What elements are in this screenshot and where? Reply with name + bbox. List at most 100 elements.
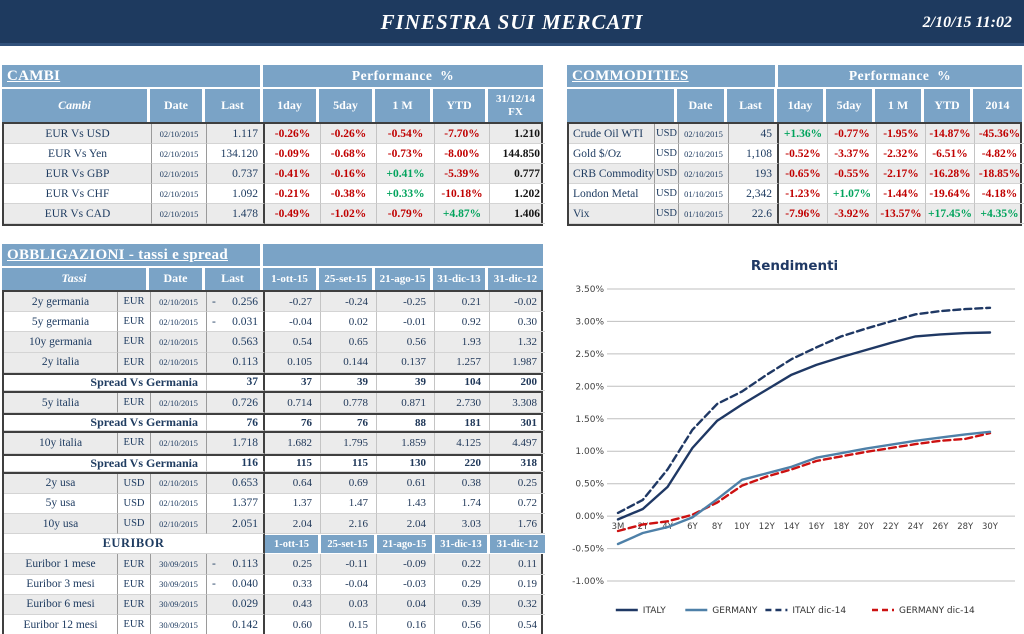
euribor-subheader-row: EURIBOR 1-ott-15 25-set-15 21-ago-15 31-dic-… (4, 534, 545, 555)
cambi-header-0: Cambi (2, 89, 150, 122)
spread-label: Spread Vs Germania (4, 374, 207, 391)
svg-text:30Y: 30Y (982, 522, 999, 532)
history-value: 0.04 (377, 594, 435, 615)
spread-history-value: 115 (321, 455, 377, 472)
rate-row: Euribor 1 mese EUR 30/09/2015-0.113 0.25 -0.… (4, 554, 545, 575)
performance-value: -0.65% (779, 164, 828, 184)
rate-row: 2y italia EUR 02/10/2015 0.113 0.105 0.144 0.1… (4, 352, 545, 373)
rate-name: 2y usa (4, 473, 118, 494)
performance-value: -14.87% (926, 124, 975, 144)
svg-text:12Y: 12Y (759, 522, 776, 532)
currency: EUR (118, 392, 151, 414)
spread-history-value: 39 (321, 374, 377, 391)
last-value: 1.117 (207, 124, 265, 144)
last-value: 2,342 (729, 184, 779, 204)
performance-value: +0.41% (377, 164, 435, 184)
svg-text:16Y: 16Y (808, 522, 825, 532)
chart-title: Rendimenti (750, 258, 839, 274)
spread-history-value: 318 (490, 456, 545, 472)
history-value: 1.682 (265, 433, 321, 454)
quote-date: 02/10/2015 (679, 124, 729, 144)
performance-value: -0.16% (321, 164, 377, 184)
history-value: -0.27 (265, 292, 321, 313)
rate-row: Euribor 12 mesi EUR 30/09/2015 0.142 0.60 0.1… (4, 615, 541, 634)
rate-row: Euribor 6 mesi EUR 30/09/2015 0.029 0.43 0.03… (4, 594, 545, 615)
performance-value: -10.18% (435, 184, 490, 204)
rate-name: 2y germania (4, 292, 118, 313)
history-value: 0.56 (435, 615, 490, 634)
spread-label: Spread Vs Germania (4, 455, 207, 472)
obbligazioni-header-5: 21-ago-15 (375, 268, 433, 290)
commodities-header-7: 2014 (985, 97, 1010, 112)
currency: USD (655, 164, 679, 184)
spread-row: Spread Vs Germania 76 76 76 88 181 301 (4, 413, 545, 434)
last-value: 0.563 (207, 332, 265, 353)
commodities-rows: Crude Oil WTI USD 02/10/2015 45 +1.36% -0.77%… (567, 122, 1024, 226)
quote-date: 02/10/2015 (151, 473, 207, 494)
svg-text:6Y: 6Y (687, 522, 698, 532)
cambi-title-row: CAMBI Performance % (2, 65, 543, 87)
quote-date: 02/10/2015 (151, 312, 207, 333)
history-value: -0.24 (321, 292, 377, 313)
euribor-header-2: 21-ago-15 (377, 534, 435, 555)
history-value: 0.38 (435, 473, 490, 494)
performance-value: -2.32% (877, 144, 926, 164)
fx-31-12-14-value: 144.850 (490, 144, 545, 164)
commodities-row: Vix USD 01/10/2015 22.6 -7.96% -3.92% -13.57% +… (569, 204, 1024, 224)
history-value: 0.64 (265, 473, 321, 494)
commodities-row: London Metal USD 01/10/2015 2,342 -1.23% +1.0… (569, 184, 1024, 204)
last-value: 45 (729, 124, 779, 144)
euribor-header-4: 31-dic-12 (490, 534, 545, 555)
currency: EUR (118, 352, 151, 373)
quote-date: 02/10/2015 (152, 184, 207, 204)
history-value: -0.04 (321, 574, 377, 595)
obbligazioni-header-3: 1-ott-15 (263, 268, 319, 290)
cambi-row: EUR Vs GBP 02/10/2015 0.737 -0.41% -0.16% +0.… (4, 164, 545, 184)
spread-label: Spread Vs Germania (4, 415, 207, 432)
history-value: 0.29 (435, 574, 490, 595)
cambi-table: CAMBI Performance % Cambi Date Last 1day 5da… (2, 65, 545, 226)
cambi-column-headers: Cambi Date Last 1day 5day 1 M YTD 31/12/14 FX (2, 89, 543, 122)
rate-row: 10y usa USD 02/10/2015 2.051 2.04 2.16 2.04 3.0… (4, 514, 545, 535)
cambi-title: CAMBI (7, 67, 61, 84)
svg-text:-1.00%: -1.00% (572, 577, 604, 587)
currency: USD (655, 144, 679, 164)
cambi-performance-header: Performance % (263, 65, 543, 87)
quote-date: 02/10/2015 (151, 493, 207, 515)
history-value: -0.02 (490, 292, 545, 313)
history-value: 3.308 (490, 393, 545, 414)
obbligazioni-title-spacer (263, 244, 543, 266)
commodities-column-headers: Date Last 1day 5day 1 M YTD 2014 (567, 89, 1022, 122)
history-value: 0.105 (265, 352, 321, 373)
history-value: 1.47 (321, 493, 377, 515)
svg-text:10Y: 10Y (734, 522, 751, 532)
rate-name: 5y germania (4, 312, 118, 333)
performance-value: -1.95% (877, 124, 926, 144)
euribor-header-1: 25-set-15 (321, 534, 377, 555)
performance-value: -8.00% (435, 144, 490, 164)
history-value: 0.61 (377, 473, 435, 494)
history-value: 0.871 (377, 392, 435, 414)
history-value: 1.795 (321, 433, 377, 454)
obbligazioni-header-0: Tassi (2, 268, 149, 290)
obbligazioni-header-2: Last (205, 268, 263, 290)
performance-value: -0.26% (321, 124, 377, 144)
svg-text:3.50%: 3.50% (575, 285, 604, 295)
pair-name: EUR Vs CAD (4, 204, 152, 224)
quote-date: 02/10/2015 (151, 332, 207, 353)
performance-value: +0.33% (377, 184, 435, 204)
performance-value: -0.77% (828, 124, 877, 144)
svg-text:2.50%: 2.50% (575, 350, 604, 360)
svg-text:22Y: 22Y (883, 522, 900, 532)
svg-text:14Y: 14Y (784, 522, 801, 532)
cambi-rows: EUR Vs USD 02/10/2015 1.117 -0.26% -0.26% -0.… (2, 122, 545, 226)
history-value: 2.16 (321, 514, 377, 535)
history-value: 0.11 (490, 554, 545, 575)
quote-date: 02/10/2015 (679, 164, 729, 184)
cambi-header-6: YTD (433, 89, 488, 122)
commodities-header-5: 1 M (875, 89, 924, 122)
obbligazioni-title: OBBLIGAZIONI - tassi e spread (7, 246, 228, 263)
commodities-header-6: YTD (924, 89, 973, 122)
history-value: 0.15 (321, 615, 377, 634)
